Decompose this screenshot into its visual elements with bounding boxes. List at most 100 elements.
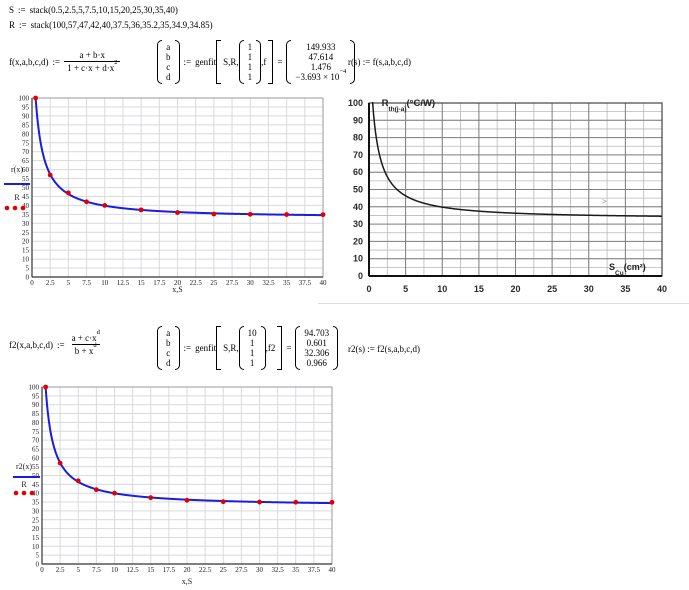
genfit-solve-1: a b c d := genfit S,R, 1 1 1 1 ,f = 149.…	[157, 40, 356, 84]
y-tick-label: 0	[358, 271, 363, 281]
x-tick-label: 7.5	[82, 279, 91, 287]
x-tick-label: 35	[620, 284, 630, 294]
left-bracket	[216, 326, 222, 370]
y-tick-label: 60	[22, 166, 30, 174]
legend-trace-2-sample	[4, 205, 10, 211]
data-point	[102, 203, 108, 208]
result-vector-2: 94.703 0.601 32.306 0.966	[295, 326, 339, 370]
result-c: 1.476	[310, 62, 331, 72]
data-point	[148, 495, 154, 501]
x-tick-label: 10	[437, 284, 447, 294]
s-def-rhs: stack(0.5,2.5,5,7.5,10,15,20,25,30,35,40…	[29, 5, 178, 15]
data-point	[43, 384, 49, 390]
scan-artifact-mark: >	[602, 197, 607, 206]
x-tick-label: 10	[101, 279, 109, 287]
x-tick-label: 40	[320, 279, 328, 287]
guess-1: 1	[247, 42, 253, 52]
x-tick-label: 30	[247, 279, 255, 287]
y-tick-label: 5	[36, 552, 40, 560]
right-paren	[260, 326, 266, 370]
assign-op: :=	[52, 56, 61, 67]
right-bracket	[277, 326, 283, 370]
y-tick-label: 50	[353, 185, 363, 195]
x-tick-label: 25	[220, 566, 228, 574]
y-tick-label: 100	[29, 384, 40, 392]
y-tick-label: 45	[32, 481, 40, 489]
f2-def-den-exponent: d	[93, 342, 97, 349]
f-def-fraction: a + b·x 1 + c·x + d·x2	[64, 50, 121, 73]
y-tick-label: 25	[32, 516, 40, 524]
param-b: b	[166, 338, 171, 348]
f2-def-lhs: f2(x,a,b,c,d)	[9, 339, 53, 350]
guess-vector: 1 1 1 1	[238, 40, 262, 84]
x-axis-label: x,S	[182, 577, 192, 586]
r-def-lhs: R	[9, 20, 16, 30]
y-tick-label: 5	[26, 265, 30, 273]
y-tick-label: 0	[36, 561, 40, 569]
datasheet-ylabel-subscript: th(j-a)	[388, 105, 407, 113]
y-tick-label: 35	[32, 499, 40, 507]
x-tick-label: 25	[547, 284, 557, 294]
y-tick-label: 100	[19, 95, 30, 103]
r2-of-s-definition: r2(s) := f2(s,a,b,c,d)	[348, 344, 420, 354]
assign-op: :=	[18, 5, 26, 15]
guess-3: 1	[247, 62, 253, 72]
data-point	[220, 499, 226, 505]
x-tick-label: 20	[174, 279, 182, 287]
assign-op: :=	[183, 57, 192, 67]
x-tick-label: 17.5	[153, 279, 166, 287]
param-d: d	[166, 72, 171, 82]
y-tick-label: 60	[32, 454, 40, 462]
y-tick-label: 60	[353, 167, 363, 177]
data-point	[75, 478, 81, 484]
guess-1: 10	[247, 328, 257, 338]
params-vector: a b c d	[157, 40, 180, 84]
x-tick-label: 10	[111, 566, 119, 574]
assign-op: :=	[19, 20, 27, 30]
y-tick-label: 50	[22, 184, 30, 192]
guess-2: 1	[249, 338, 255, 348]
r-of-s-definition: r(s) := f(s,a,b,c,d)	[348, 57, 411, 67]
y-tick-label: 15	[32, 534, 40, 542]
x-tick-label: 22.5	[190, 279, 203, 287]
result-d-mantissa: −3.693 × 10	[295, 72, 340, 82]
y-tick-label: 65	[32, 445, 40, 453]
result-c: 32.306	[304, 348, 330, 358]
right-paren	[174, 326, 180, 370]
f-function-definition: f(x,a,b,c,d) := a + b·x 1 + c·x + d·x2	[9, 50, 121, 73]
legend-trace-2-sample	[21, 490, 27, 496]
genfit-args-post: ,f	[261, 57, 267, 67]
data-point	[47, 172, 53, 178]
x-tick-label: 30	[584, 284, 594, 294]
x-tick-label: 27.5	[226, 279, 239, 287]
left-bracket	[216, 40, 222, 84]
x-tick-label: 32.5	[272, 566, 285, 574]
y-tick-label: 75	[32, 428, 40, 436]
f-def-denominator: 1 + c·x + d·x2	[64, 59, 121, 73]
param-c: c	[166, 62, 171, 72]
y-tick-label: 90	[22, 112, 30, 120]
y-tick-label: 70	[353, 150, 363, 160]
data-point	[247, 211, 253, 217]
legend-trace-1-label: r(x)	[11, 165, 23, 174]
y-tick-label: 40	[22, 202, 30, 210]
f-def-lhs: f(x,a,b,c,d)	[9, 56, 49, 67]
datasheet-ylabel: Rth(j-a)(°C/W)	[371, 87, 436, 120]
y-tick-label: 65	[22, 157, 30, 165]
data-point	[329, 499, 335, 505]
x-tick-label: 40	[657, 284, 667, 294]
param-b: b	[166, 52, 171, 62]
curve	[371, 102, 662, 217]
x-axis-label: x,S	[172, 285, 182, 294]
x-tick-label: 20	[184, 566, 192, 574]
guess-3: 1	[249, 348, 255, 358]
data-point	[138, 207, 144, 213]
assign-op: :=	[56, 339, 65, 350]
data-point	[320, 212, 326, 218]
y-tick-label: 10	[22, 256, 30, 264]
genfit-name: genfit	[195, 57, 217, 67]
y-tick-label: 20	[353, 236, 363, 246]
result-a: 149.933	[306, 42, 336, 52]
x-tick-label: 15	[474, 284, 484, 294]
